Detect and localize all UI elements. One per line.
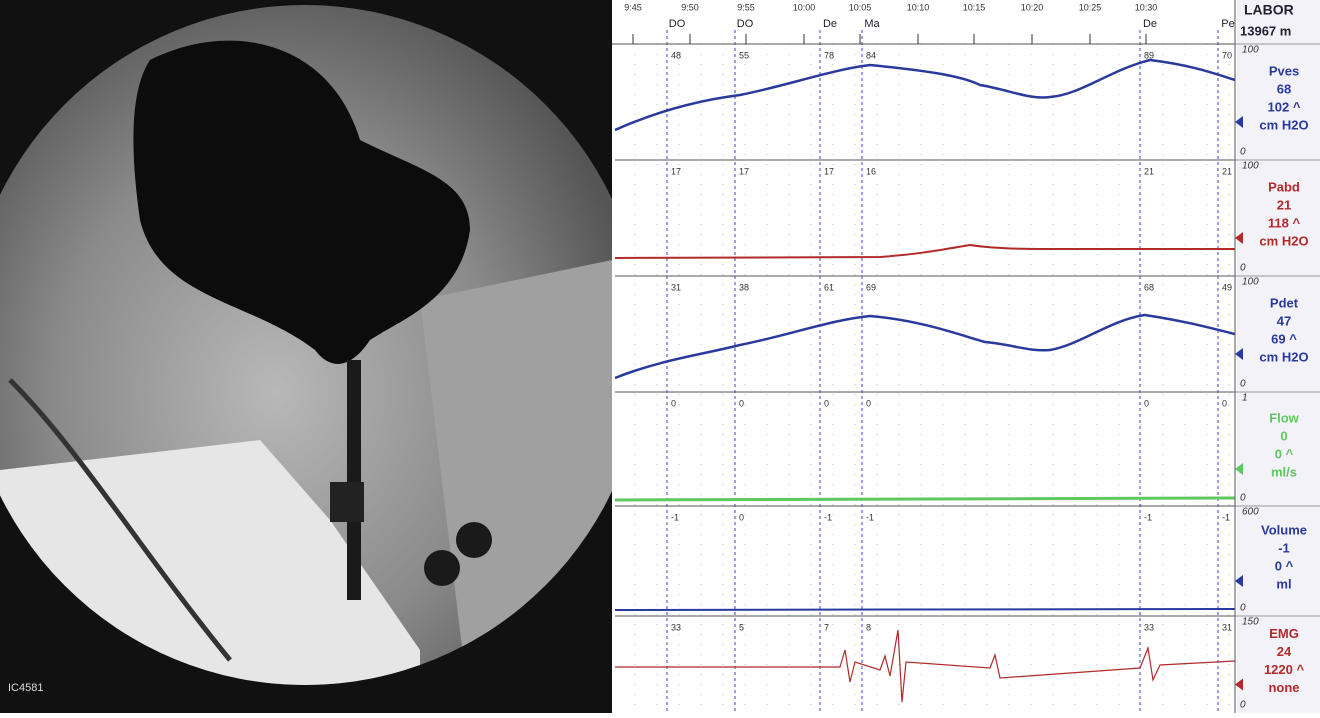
marker-value: 33 — [671, 622, 681, 632]
time-label: 9:45 — [624, 2, 642, 12]
time-label: 10:30 — [1135, 2, 1158, 12]
time-label: 10:05 — [849, 2, 872, 12]
channel-name: Pdet — [1270, 295, 1299, 310]
event-label: Pe — [1221, 18, 1234, 30]
marker-value: 17 — [671, 166, 681, 176]
marker-value: 0 — [1222, 398, 1227, 408]
time-label: 10:10 — [907, 2, 930, 12]
scale-bottom: 0 — [1240, 700, 1246, 711]
marker-value: 68 — [1144, 282, 1154, 292]
marker-value: 33 — [1144, 622, 1154, 632]
channel-value: 47 — [1277, 313, 1291, 328]
channel-value: 0 — [1280, 428, 1287, 443]
channel-name: Pabd — [1268, 179, 1300, 194]
channel-max: 118 ^ — [1268, 215, 1301, 230]
marker-value: 21 — [1144, 166, 1154, 176]
marker-value: -1 — [1222, 512, 1230, 522]
event-label: Ma — [864, 18, 880, 30]
marker-value: 49 — [1222, 282, 1232, 292]
scale-top: 1 — [1242, 393, 1248, 404]
marker-value: 70 — [1222, 50, 1232, 60]
fluoroscopy — [0, 0, 612, 713]
volume-trace — [615, 609, 1235, 610]
channel-max: 102 ^ — [1268, 99, 1301, 114]
channel-value: 24 — [1277, 644, 1292, 659]
channel-unit: cm H2O — [1259, 349, 1308, 364]
marker-value: 84 — [866, 50, 876, 60]
time-label: 9:55 — [737, 2, 755, 12]
marker-value: 31 — [1222, 622, 1232, 632]
marker-value: 31 — [671, 282, 681, 292]
marker-value: 0 — [739, 398, 744, 408]
channel-name: Pves — [1269, 63, 1299, 78]
flow-trace — [615, 498, 1235, 500]
marker-value: 69 — [866, 282, 876, 292]
marker-value: -1 — [1144, 512, 1152, 522]
time-label: 9:50 — [681, 2, 699, 12]
marker-value: 89 — [1144, 50, 1154, 60]
time-label: 10:00 — [793, 2, 816, 12]
marker-value: 78 — [824, 50, 834, 60]
marker-value: -1 — [824, 512, 832, 522]
channel-name: Volume — [1261, 522, 1307, 537]
system-name: LABOR — [1244, 2, 1294, 18]
image-label: IC4581 — [8, 682, 43, 694]
channel-max: 69 ^ — [1271, 331, 1297, 346]
scale-top: 100 — [1242, 45, 1259, 56]
marker-value: 48 — [671, 50, 681, 60]
scale-top: 150 — [1242, 617, 1259, 628]
channel-max: 1220 ^ — [1264, 662, 1305, 677]
channel-unit: ml/s — [1271, 464, 1297, 479]
channel-max: 0 ^ — [1275, 446, 1294, 461]
marker-value: 61 — [824, 282, 834, 292]
marker-value: 17 — [739, 166, 749, 176]
scale-top: 600 — [1242, 507, 1259, 518]
marker-value: 38 — [739, 282, 749, 292]
scale-bottom: 0 — [1240, 147, 1246, 158]
marker-value: 0 — [1144, 398, 1149, 408]
channel-unit: cm H2O — [1259, 233, 1308, 248]
scale-bottom: 0 — [1240, 379, 1246, 390]
scale-bottom: 0 — [1240, 603, 1246, 614]
marker-value: 0 — [824, 398, 829, 408]
time-label: 10:20 — [1021, 2, 1044, 12]
channel-unit: ml — [1276, 576, 1291, 591]
scale-top: 100 — [1242, 161, 1259, 172]
marker-value: 7 — [824, 622, 829, 632]
marker-value: 0 — [866, 398, 871, 408]
channel-name: EMG — [1269, 626, 1299, 641]
event-label: De — [1143, 18, 1157, 30]
channel-value: -1 — [1278, 540, 1290, 555]
time-label: 10:15 — [963, 2, 986, 12]
channel-value: 21 — [1277, 197, 1291, 212]
channel-max: 0 ^ — [1275, 558, 1294, 573]
event-label: DO — [737, 18, 754, 30]
marker-value: 17 — [824, 166, 834, 176]
marker-value: 0 — [671, 398, 676, 408]
scale-bottom: 0 — [1240, 493, 1246, 504]
marker-value: 55 — [739, 50, 749, 60]
scale-top: 100 — [1242, 277, 1259, 288]
channel-unit: cm H2O — [1259, 117, 1308, 132]
marker-value: -1 — [671, 512, 679, 522]
marker-value: 5 — [739, 622, 744, 632]
channel-unit: none — [1268, 680, 1299, 695]
marker-value: -1 — [866, 512, 874, 522]
record-id: 13967 m — [1240, 23, 1291, 38]
page: IC4581 LABOR 13967 m 9:459:509:5510:0010… — [0, 0, 1320, 713]
scale-bottom: 0 — [1240, 263, 1246, 274]
marker-value: 16 — [866, 166, 876, 176]
time-label: 10:25 — [1079, 2, 1102, 12]
event-label: DO — [669, 18, 686, 30]
channel-value: 68 — [1277, 81, 1291, 96]
channel-name: Flow — [1269, 410, 1299, 425]
monitor — [612, 0, 1320, 713]
marker-value: 0 — [739, 512, 744, 522]
screen: IC4581 LABOR 13967 m 9:459:509:5510:0010… — [0, 0, 1320, 713]
marker-value: 8 — [866, 622, 871, 632]
event-label: De — [823, 18, 837, 30]
marker-value: 21 — [1222, 166, 1232, 176]
